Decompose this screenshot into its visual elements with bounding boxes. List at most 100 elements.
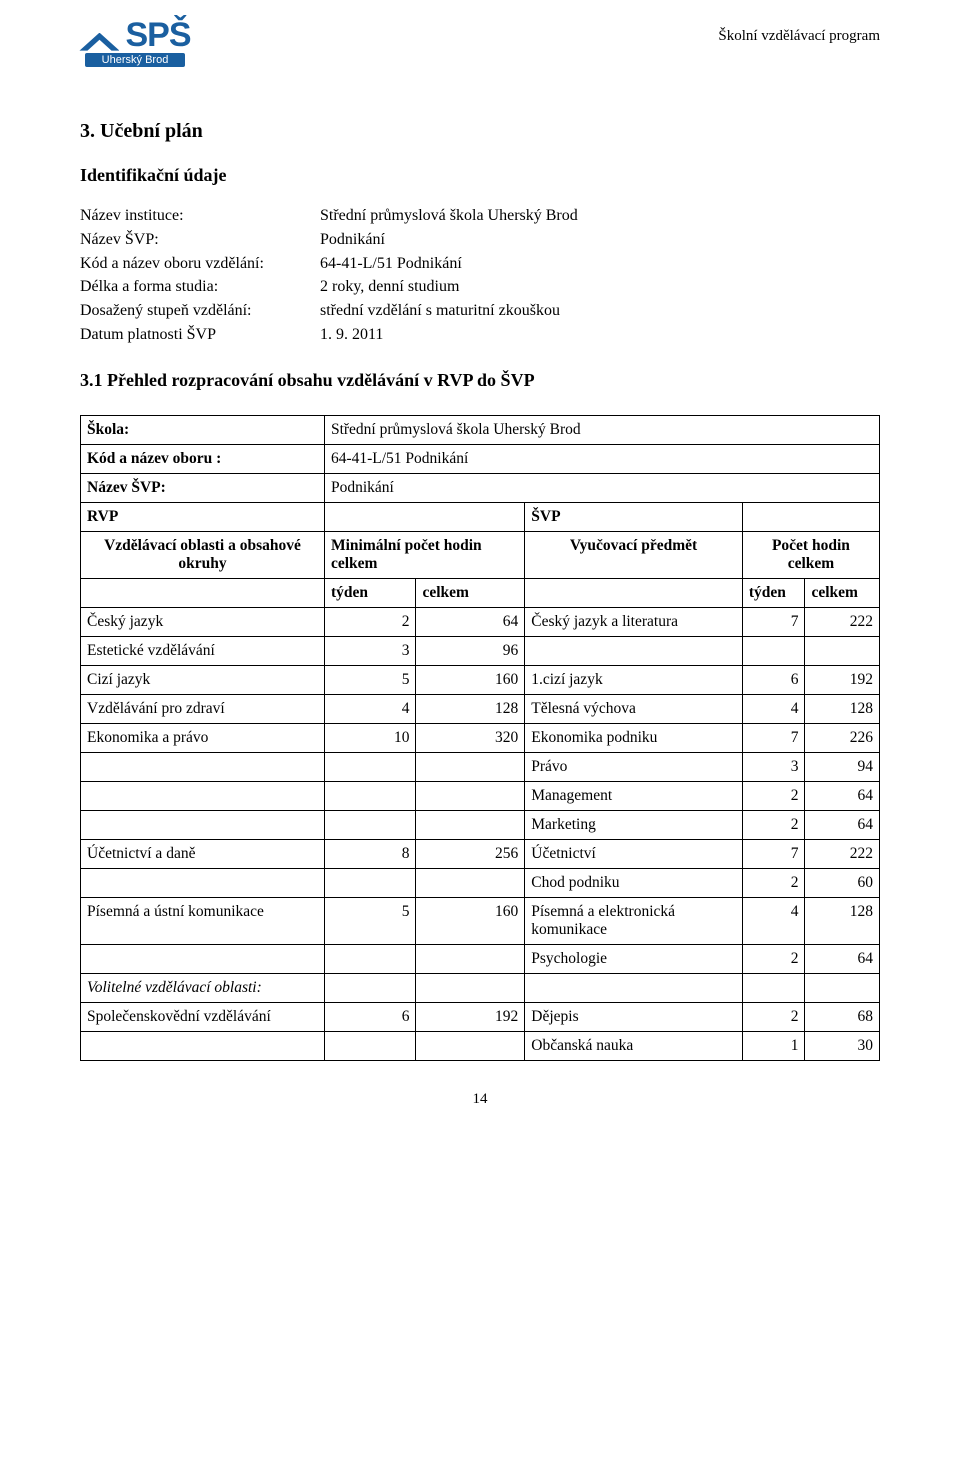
table-row: Estetické vzdělávání396 <box>81 636 880 665</box>
table-cell: 64 <box>805 944 880 973</box>
program-label: Školní vzdělávací program <box>718 28 880 45</box>
page-number: 14 <box>80 1091 880 1108</box>
th-svp: ŠVP <box>525 502 743 531</box>
table-cell: Psychologie <box>525 944 743 973</box>
td-empty <box>81 578 325 607</box>
sub2-title: 3.1 Přehled rozpracování obsahu vzdělává… <box>80 370 880 391</box>
table-cell: Český jazyk <box>81 607 325 636</box>
table-cell: Český jazyk a literatura <box>525 607 743 636</box>
value-delka: 2 roky, denní studium <box>320 277 880 298</box>
th-rvp: RVP <box>81 502 325 531</box>
value-datum: 1. 9. 2011 <box>320 325 880 346</box>
table-row: Volitelné vzdělávací oblasti: <box>81 973 880 1002</box>
table-cell: 160 <box>416 897 525 944</box>
table-cell: 7 <box>742 839 805 868</box>
table-cell: 4 <box>742 897 805 944</box>
table-cell: 128 <box>416 694 525 723</box>
label-stupen: Dosažený stupeň vzdělání: <box>80 301 320 322</box>
table-cell <box>525 973 743 1002</box>
label-kod: Kód a název oboru vzdělání: <box>80 254 320 275</box>
th-skola-label: Škola: <box>81 415 325 444</box>
table-cell <box>416 781 525 810</box>
table-cell <box>324 810 416 839</box>
logo-text: SPŠ <box>125 20 190 51</box>
curriculum-table: Škola: Střední průmyslová škola Uherský … <box>80 415 880 1061</box>
td-skola-value: Střední průmyslová škola Uherský Brod <box>324 415 879 444</box>
label-instituce: Název instituce: <box>80 206 320 227</box>
table-cell: 1.cizí jazyk <box>525 665 743 694</box>
table-cell <box>324 781 416 810</box>
table-cell: 64 <box>805 781 880 810</box>
th-empty <box>324 502 524 531</box>
table-row: Společenskovědní vzdělávání6192Dějepis26… <box>81 1002 880 1031</box>
table-cell <box>525 636 743 665</box>
table-cell: 2 <box>742 1002 805 1031</box>
table-cell: 320 <box>416 723 525 752</box>
table-cell <box>81 752 325 781</box>
section-title: 3. Učební plán <box>80 120 880 143</box>
table-cell: 96 <box>416 636 525 665</box>
th-tyden2: týden <box>742 578 805 607</box>
table-row: Název ŠVP: Podnikání <box>81 473 880 502</box>
value-stupen: střední vzdělání s maturitní zkouškou <box>320 301 880 322</box>
th-celkem1: celkem <box>416 578 525 607</box>
identity-grid: Název instituce: Střední průmyslová škol… <box>80 206 880 346</box>
table-cell: 160 <box>416 665 525 694</box>
table-row: Management264 <box>81 781 880 810</box>
table-cell: 64 <box>805 810 880 839</box>
label-delka: Délka a forma studia: <box>80 277 320 298</box>
table-cell: Písemná a ústní komunikace <box>81 897 325 944</box>
table-cell: 60 <box>805 868 880 897</box>
table-row: Cizí jazyk51601.cizí jazyk6192 <box>81 665 880 694</box>
table-cell: Vzdělávání pro zdraví <box>81 694 325 723</box>
table-cell: 68 <box>805 1002 880 1031</box>
page-header: SPŠ Uherský Brod Školní vzdělávací progr… <box>80 20 880 90</box>
table-cell: 94 <box>805 752 880 781</box>
table-cell: 5 <box>324 665 416 694</box>
table-cell: 10 <box>324 723 416 752</box>
table-cell <box>805 636 880 665</box>
table-cell: Účetnictví <box>525 839 743 868</box>
table-cell: 4 <box>324 694 416 723</box>
table-cell: 2 <box>742 868 805 897</box>
table-row: Chod podniku260 <box>81 868 880 897</box>
th-svp-label: Název ŠVP: <box>81 473 325 502</box>
table-cell <box>742 973 805 1002</box>
th-kod-label: Kód a název oboru : <box>81 444 325 473</box>
logo-subtitle: Uherský Brod <box>85 53 185 67</box>
table-cell <box>742 636 805 665</box>
label-datum: Datum platnosti ŠVP <box>80 325 320 346</box>
table-cell: 3 <box>324 636 416 665</box>
table-cell: 2 <box>324 607 416 636</box>
table-cell: 2 <box>742 810 805 839</box>
table-cell: Účetnictví a daně <box>81 839 325 868</box>
table-row: Psychologie264 <box>81 944 880 973</box>
td-svp-value: Podnikání <box>324 473 879 502</box>
table-row: Vzdělávací oblasti a obsahové okruhy Min… <box>81 531 880 578</box>
table-cell <box>324 752 416 781</box>
table-cell: Právo <box>525 752 743 781</box>
table-cell: Volitelné vzdělávací oblasti: <box>81 973 325 1002</box>
table-cell <box>416 868 525 897</box>
table-cell: 222 <box>805 839 880 868</box>
value-instituce: Střední průmyslová škola Uherský Brod <box>320 206 880 227</box>
value-kod: 64-41-L/51 Podnikání <box>320 254 880 275</box>
th-okruhy: Vzdělávací oblasti a obsahové okruhy <box>81 531 325 578</box>
table-cell: 1 <box>742 1031 805 1060</box>
table-cell <box>324 973 416 1002</box>
th-pocet: Počet hodin celkem <box>742 531 879 578</box>
table-cell: Dějepis <box>525 1002 743 1031</box>
table-cell: 5 <box>324 897 416 944</box>
td-kod-value: 64-41-L/51 Podnikání <box>324 444 879 473</box>
table-cell: 3 <box>742 752 805 781</box>
table-cell: Ekonomika podniku <box>525 723 743 752</box>
table-cell: 192 <box>805 665 880 694</box>
table-cell: 8 <box>324 839 416 868</box>
table-cell: 2 <box>742 944 805 973</box>
th-minimal: Minimální počet hodin celkem <box>324 531 524 578</box>
table-cell <box>416 810 525 839</box>
school-logo: SPŠ Uherský Brod <box>80 20 190 90</box>
table-cell: Ekonomika a právo <box>81 723 325 752</box>
roof-icon <box>79 33 119 51</box>
table-cell <box>416 752 525 781</box>
